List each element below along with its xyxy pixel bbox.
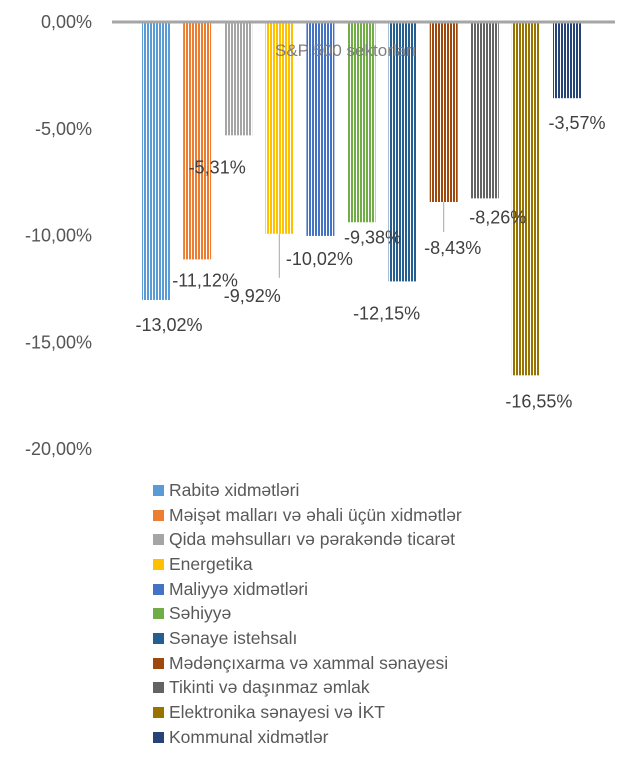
legend-label: Kommunal xidmətlər: [169, 726, 329, 747]
legend-label: Maliyyə xidmətləri: [169, 578, 309, 599]
legend-swatch: [153, 731, 164, 743]
legend-item: Kommunal xidmətlər: [153, 725, 462, 750]
chart-legend: Rabitə xidmətləri Məişət malları və əhali…: [153, 478, 462, 750]
legend-swatch: [153, 509, 164, 521]
y-tick-label-4: -15,00%: [25, 332, 92, 352]
legend-item: Rabitə xidmətləri: [153, 478, 462, 503]
legend-swatch: [153, 558, 164, 570]
legend-label: Mədənçıxarma və xammal sənayesi: [169, 652, 449, 673]
legend-item: Məişət malları və əhali üçün xidmətlər: [153, 503, 462, 528]
legend-item: Elektronika sənayesi və İKT: [153, 700, 462, 725]
y-tick-label-2: -5,00%: [35, 119, 92, 139]
legend-swatch: [153, 707, 164, 719]
data-label-8: -8,43%: [424, 238, 481, 258]
data-label-11: -3,57%: [548, 113, 605, 133]
legend-label: Qida məhsulları və pərakəndə ticarət: [169, 529, 455, 550]
bar-7: [388, 22, 417, 282]
legend-swatch: [153, 632, 164, 644]
legend-item: Mədənçıxarma və xammal sənayesi: [153, 651, 462, 676]
bar-10: [511, 22, 540, 376]
data-label-1: -13,02%: [135, 315, 202, 335]
legend-label: Rabitə xidmətləri: [169, 479, 300, 500]
data-label-2: -11,12%: [172, 270, 238, 290]
legend-swatch: [153, 583, 164, 595]
legend-item: Qida məhsulları və pərakəndə ticarət: [153, 527, 462, 552]
legend-swatch: [153, 484, 164, 496]
chart-subtitle: S&P 500 sektorları: [275, 41, 416, 60]
bar-4: [265, 22, 294, 234]
legend-swatch: [153, 534, 164, 546]
bar-3: [224, 22, 253, 136]
bar-5: [306, 22, 335, 236]
data-label-9: -8,26%: [469, 207, 526, 227]
data-label-5: -10,02%: [286, 249, 353, 269]
legend-swatch: [153, 682, 164, 694]
bar-9: [470, 22, 499, 199]
legend-item: Səhiyyə: [153, 601, 462, 626]
legend-label: Sənaye istehsalı: [169, 627, 298, 648]
data-label-4: -9,92%: [224, 286, 281, 306]
legend-item: Maliyyə xidmətləri: [153, 577, 462, 602]
legend-label: Energetika: [169, 553, 253, 574]
data-label-10: -16,55%: [505, 391, 572, 411]
y-tick-label-3: -10,00%: [25, 226, 92, 246]
legend-label: Məişət malları və əhali üçün xidmətlər: [169, 504, 462, 525]
bar-8: [429, 22, 458, 202]
data-label-3: -5,31%: [189, 157, 246, 177]
bar-2: [183, 22, 212, 260]
legend-item: Sənaye istehsalı: [153, 626, 462, 651]
legend-swatch: [153, 608, 164, 620]
legend-item: Tikinti və daşınmaz əmlak: [153, 676, 462, 701]
y-tick-label-1: 0,00%: [41, 12, 92, 32]
data-label-6: -9,38%: [344, 227, 401, 247]
legend-swatch: [153, 657, 164, 669]
y-tick-label-5: -20,00%: [25, 439, 92, 459]
bar-6: [347, 22, 376, 223]
legend-label: Səhiyyə: [169, 603, 232, 624]
legend-item: Energetika: [153, 552, 462, 577]
bar-11: [553, 22, 581, 99]
legend-label: Tikinti və daşınmaz əmlak: [169, 677, 370, 698]
legend-label: Elektronika sənayesi və İKT: [169, 702, 385, 723]
bar-1: [142, 22, 170, 300]
data-label-7: -12,15%: [353, 303, 420, 323]
